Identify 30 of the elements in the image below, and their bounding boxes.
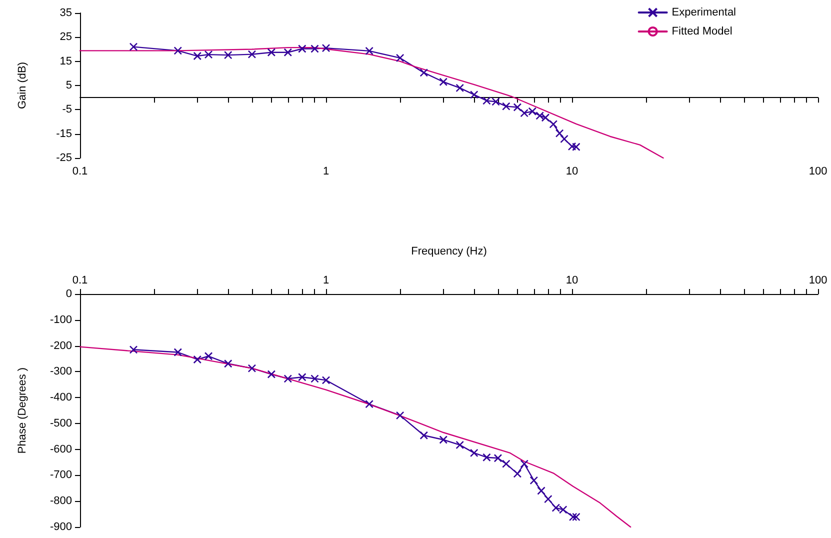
y-tick-label: 35: [60, 7, 72, 19]
y-tick-label: -600: [50, 443, 72, 456]
x-tick-label: 100: [808, 166, 828, 178]
y-tick-label: -100: [50, 314, 72, 326]
legend-label: Fitted Model: [672, 26, 732, 38]
x-tick-label: 10: [566, 274, 578, 286]
x-tick-label: 0.1: [72, 274, 88, 286]
y-tick-label: 15: [60, 55, 72, 68]
y-axis-title: Phase (Degrees ): [16, 367, 28, 454]
y-tick-label: 5: [66, 80, 72, 92]
y-tick-label: -5: [62, 104, 72, 116]
y-tick-label: -15: [56, 128, 72, 140]
y-tick-label: -400: [50, 392, 72, 404]
x-tick-label: 100: [808, 274, 828, 286]
legend-label: Experimental: [672, 6, 736, 18]
y-tick-label: -500: [50, 417, 72, 430]
y-tick-label: -800: [50, 495, 72, 508]
x-tick-label: 1: [322, 274, 330, 286]
y-tick-label: -900: [50, 521, 72, 533]
x-tick-label: 10: [566, 166, 578, 178]
y-tick-label: -300: [50, 366, 72, 378]
y-tick-label: 0: [66, 288, 72, 300]
y-tick-label: -25: [56, 152, 72, 164]
y-tick-label: -700: [50, 469, 72, 482]
y-axis-title: Gain (dB): [16, 62, 28, 110]
x-tick-label: 0.1: [72, 166, 88, 178]
x-axis-title: Frequency (Hz): [411, 246, 487, 258]
x-tick-label: 1: [322, 166, 330, 178]
y-tick-label: 25: [60, 31, 72, 44]
y-tick-label: -200: [50, 340, 72, 352]
